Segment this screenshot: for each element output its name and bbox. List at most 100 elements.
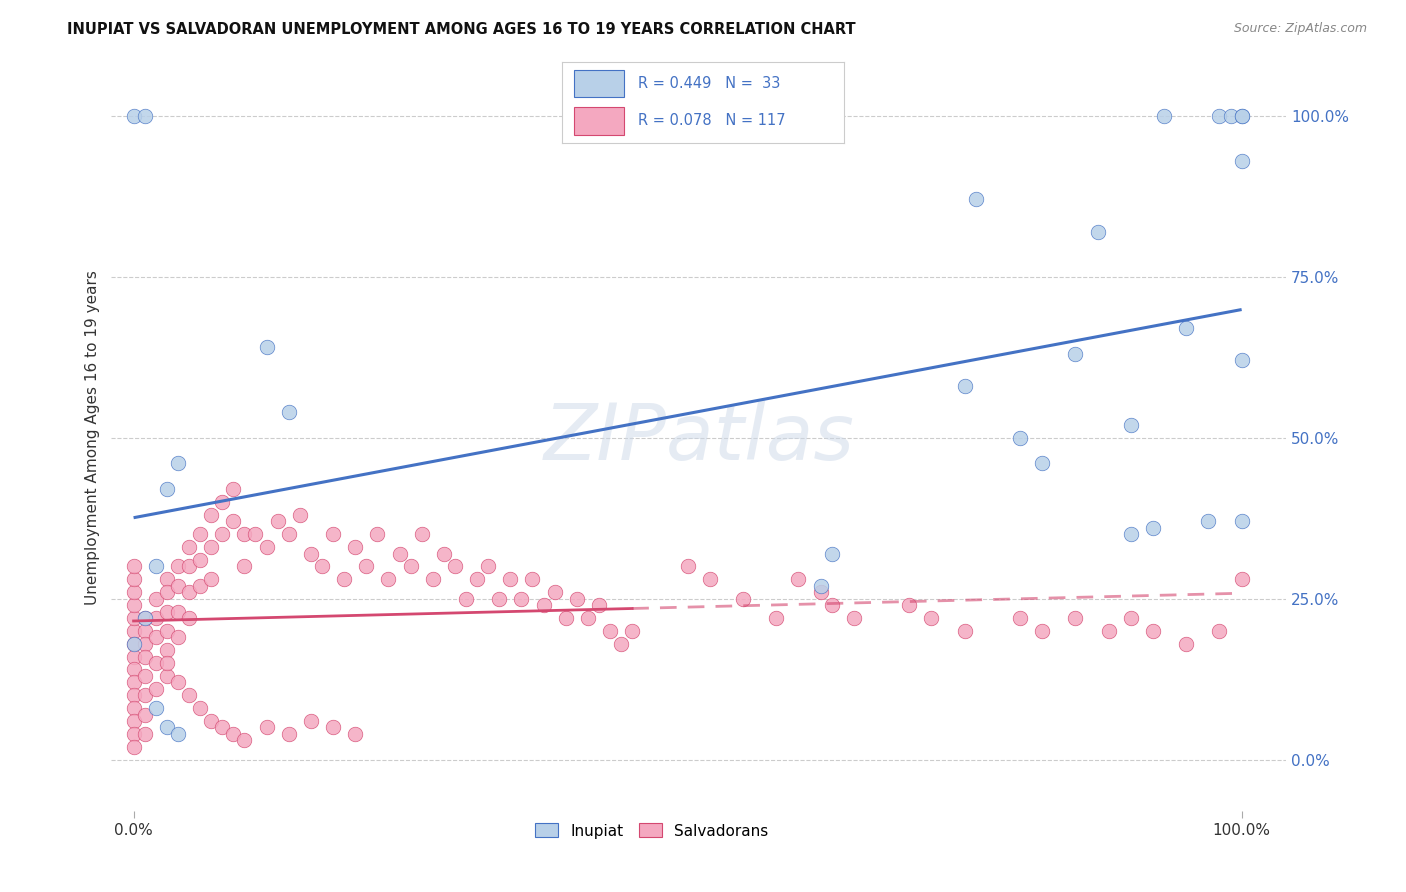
Point (122, 598, 145, 612)
Point (134, 669, 156, 683)
Point (356, 559, 378, 574)
Point (1142, 521, 1164, 535)
Point (134, 637, 156, 651)
Point (699, 572, 721, 586)
Point (333, 572, 356, 586)
Point (122, 701, 145, 715)
Point (610, 637, 633, 651)
Point (256, 540, 278, 554)
Point (477, 559, 499, 574)
Point (122, 559, 145, 574)
Point (122, 637, 145, 651)
Point (233, 527, 256, 541)
Point (200, 714, 222, 728)
Point (122, 739, 145, 754)
Text: R = 0.078   N = 117: R = 0.078 N = 117 (638, 112, 786, 128)
Point (499, 572, 522, 586)
Text: Source: ZipAtlas.com: Source: ZipAtlas.com (1233, 22, 1367, 36)
Point (1208, 109, 1230, 123)
Point (1230, 109, 1253, 123)
Point (122, 624, 145, 638)
Point (233, 559, 256, 574)
Point (1119, 611, 1142, 625)
Point (122, 585, 145, 599)
Point (810, 585, 832, 599)
Point (245, 527, 267, 541)
Point (1142, 624, 1164, 638)
Point (576, 611, 599, 625)
Point (565, 591, 588, 606)
Point (965, 192, 987, 206)
Point (145, 591, 167, 606)
Point (188, 701, 211, 715)
Point (377, 572, 399, 586)
Point (167, 605, 190, 619)
Point (299, 547, 322, 561)
Point (277, 727, 299, 741)
Point (1064, 611, 1087, 625)
Point (277, 527, 299, 541)
Point (787, 572, 810, 586)
Point (1208, 624, 1230, 638)
Point (821, 598, 844, 612)
Point (145, 656, 167, 670)
Point (599, 624, 621, 638)
Point (145, 681, 167, 696)
Point (167, 727, 190, 741)
Point (765, 611, 787, 625)
Point (277, 405, 299, 419)
Point (256, 721, 278, 735)
Point (145, 701, 167, 715)
Point (177, 611, 200, 625)
Point (411, 527, 433, 541)
Point (188, 579, 211, 593)
Point (167, 456, 190, 470)
Point (1098, 624, 1121, 638)
FancyBboxPatch shape (574, 107, 624, 135)
Point (422, 572, 444, 586)
Point (543, 585, 565, 599)
Point (810, 579, 832, 593)
Point (1230, 153, 1253, 168)
Text: ZIPatlas: ZIPatlas (543, 400, 853, 475)
Point (1031, 624, 1053, 638)
Point (200, 508, 222, 522)
Point (1153, 109, 1175, 123)
Point (122, 714, 145, 728)
Point (266, 514, 288, 528)
Point (1008, 611, 1031, 625)
Point (200, 540, 222, 554)
Point (366, 527, 388, 541)
Point (177, 688, 200, 702)
Point (256, 341, 278, 355)
Point (156, 624, 179, 638)
Point (156, 572, 179, 586)
Point (156, 482, 179, 496)
Text: INUPIAT VS SALVADORAN UNEMPLOYMENT AMONG AGES 16 TO 19 YEARS CORRELATION CHART: INUPIAT VS SALVADORAN UNEMPLOYMENT AMONG… (67, 22, 856, 37)
Point (533, 598, 555, 612)
Point (1031, 456, 1053, 470)
Point (233, 733, 256, 747)
Point (122, 611, 145, 625)
Point (465, 572, 488, 586)
Point (1230, 514, 1253, 528)
Point (821, 547, 844, 561)
Point (299, 714, 322, 728)
Point (177, 540, 200, 554)
Point (344, 727, 367, 741)
Point (211, 527, 233, 541)
Point (122, 637, 145, 651)
Point (1119, 417, 1142, 432)
Point (156, 669, 179, 683)
Point (167, 559, 190, 574)
Point (134, 611, 156, 625)
Point (134, 109, 156, 123)
Point (444, 559, 467, 574)
Point (222, 727, 245, 741)
Point (898, 598, 921, 612)
Point (731, 591, 754, 606)
Point (1008, 431, 1031, 445)
Point (510, 591, 533, 606)
Point (1230, 109, 1253, 123)
Point (156, 643, 179, 657)
